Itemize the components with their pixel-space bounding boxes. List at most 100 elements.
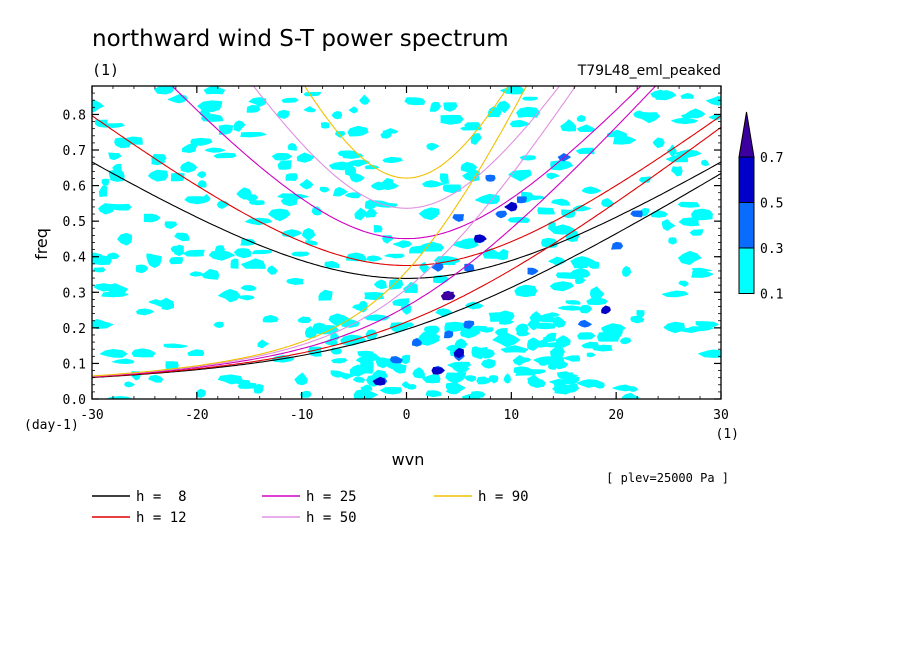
contour-blob: [230, 258, 239, 269]
y-axis: 0.0 0.1 0.2 0.3 0.4 0.5 0.6 0.7 0.8: [63, 85, 721, 408]
contour-blob: [320, 122, 330, 129]
contour-blob: [661, 290, 689, 298]
contour-blob: [565, 300, 581, 305]
contour-blob: [653, 90, 677, 101]
colorbar-label: 0.7: [760, 151, 783, 166]
contour-blob: [701, 159, 709, 167]
contour-blob: [201, 269, 220, 280]
y-tick-label: 0.3: [63, 286, 86, 301]
contour-blob: [476, 376, 492, 385]
contour-blob: [184, 196, 209, 205]
contour-blob: [589, 286, 605, 300]
contour-blob: [481, 358, 496, 369]
contour-blob: [601, 323, 626, 334]
contour-blob: [92, 319, 114, 330]
contour-blob: [190, 137, 213, 146]
contour-blob: [92, 99, 104, 113]
contour-blob: [431, 262, 444, 272]
contour-blob: [112, 163, 122, 173]
contour-blob: [148, 374, 164, 383]
contour-blob: [633, 110, 644, 119]
contour-blob: [268, 208, 291, 222]
contour-blob: [471, 346, 480, 358]
contour-blob: [475, 193, 500, 205]
contour-blob: [277, 160, 292, 170]
contour-blob: [301, 228, 316, 241]
contour-blob: [576, 115, 586, 122]
contour-blob: [500, 345, 529, 353]
contour-blob: [678, 280, 689, 287]
colorbar-swatch: [738, 247, 755, 294]
contour-blob: [576, 124, 595, 132]
contour-blob: [384, 253, 405, 259]
contour-blob: [572, 204, 591, 212]
contour-blob: [620, 337, 632, 345]
curve-n1: [303, 86, 510, 179]
contour-blob: [576, 379, 604, 388]
contour-blob: [98, 185, 108, 198]
contour-blob: [680, 93, 694, 99]
legend-label: h = 8: [136, 489, 187, 505]
contour-blob: [382, 128, 399, 134]
contour-blob: [538, 358, 549, 366]
x-axis-unit: (1): [716, 427, 739, 442]
contour-blob: [465, 301, 484, 310]
contour-blob: [463, 320, 475, 329]
contour-blob: [671, 166, 683, 177]
contour-blob: [303, 91, 321, 97]
contour-blob: [668, 237, 677, 245]
contour-blob: [422, 374, 441, 384]
contour-blob: [169, 257, 183, 265]
contour-blob: [560, 376, 580, 385]
contour-blob: [112, 358, 135, 364]
contour-blob: [93, 267, 106, 273]
contour-blob: [431, 367, 445, 375]
contour-blob: [354, 207, 368, 221]
contour-blob: [650, 210, 668, 218]
contour-blob: [349, 364, 368, 377]
contour-blob: [613, 135, 637, 145]
contour-blob: [429, 101, 441, 112]
contour-blob: [372, 376, 386, 386]
x-tick-label: -10: [290, 408, 313, 423]
contour-blob: [548, 363, 556, 370]
contour-blob: [286, 277, 304, 285]
contour-blob: [509, 119, 531, 128]
y-tick-label: 0.6: [63, 180, 86, 195]
contour-blob: [636, 310, 645, 318]
contour-blob: [297, 316, 312, 324]
contour-blob: [691, 208, 713, 221]
contour-blob: [568, 267, 591, 278]
y-tick-label: 0.8: [63, 108, 86, 123]
contour-blob: [426, 142, 440, 151]
contour-blob: [267, 265, 278, 275]
contour-blob: [203, 86, 225, 95]
contour-blob: [621, 392, 640, 399]
contour-blob: [443, 102, 458, 112]
contour-blob: [678, 250, 702, 265]
contour-blob: [453, 348, 464, 359]
contour-blob: [581, 186, 601, 194]
y-tick-label: 0.7: [63, 144, 86, 159]
contour-blob: [100, 123, 125, 128]
colorbar-label: 0.3: [760, 242, 783, 257]
contour-blob: [108, 152, 122, 161]
contour-blob: [294, 372, 308, 386]
contour-blob: [401, 354, 411, 365]
contour-blob: [454, 338, 468, 350]
contour-blob: [575, 147, 595, 155]
contour-blob: [537, 207, 555, 215]
legend: h = 8 h = 12 h = 25 h = 50 h = 90: [92, 489, 529, 526]
contour-blob: [183, 249, 205, 257]
contour-blob: [464, 375, 477, 382]
contour-blob: [546, 172, 560, 180]
contour-blob: [392, 298, 410, 307]
contour-blob: [500, 86, 525, 95]
contour-blob: [187, 349, 205, 356]
x-tick-label: 30: [713, 408, 729, 423]
contour-blob: [460, 327, 481, 339]
contour-blob: [622, 266, 632, 277]
contour-blob: [513, 366, 532, 374]
x-tick-label: -20: [185, 408, 208, 423]
curve-n0: [92, 86, 577, 377]
